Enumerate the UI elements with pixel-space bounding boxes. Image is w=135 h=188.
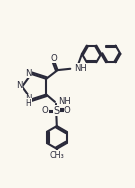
Text: S: S <box>53 105 59 116</box>
Text: H: H <box>26 99 31 108</box>
Text: N: N <box>25 69 31 78</box>
Text: O: O <box>42 106 49 115</box>
Text: N: N <box>16 81 22 90</box>
Text: NH: NH <box>58 97 71 106</box>
Text: NH: NH <box>74 64 86 73</box>
Text: O: O <box>50 54 57 63</box>
Text: CH₃: CH₃ <box>49 151 64 160</box>
Text: N: N <box>25 94 32 103</box>
Text: O: O <box>64 106 71 115</box>
